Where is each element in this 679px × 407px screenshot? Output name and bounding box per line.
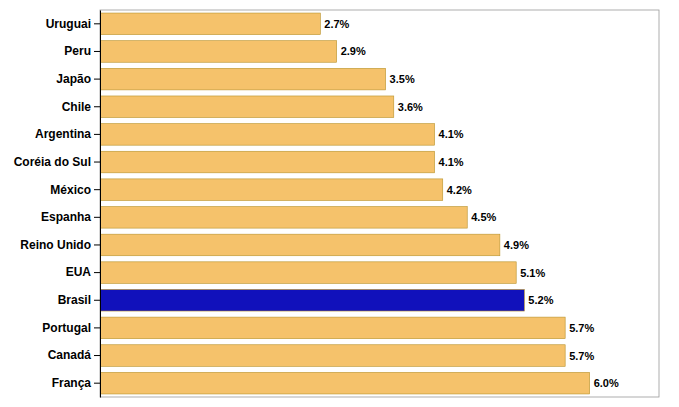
data-labels: 6.0% 5.7% 5.7% 5.2% 5.1% 4.9% 4.5% 4.2% 4.1% 4.1%… <box>324 18 619 389</box>
y-tick: Espanha <box>41 210 100 224</box>
y-tick-label: México <box>50 183 91 197</box>
y-tick-mark <box>94 162 100 163</box>
y-tick-label: Argentina <box>35 127 91 141</box>
y-tick-label: Chile <box>62 100 92 114</box>
y-tick: Chile <box>62 100 100 114</box>
y-tick: México <box>50 183 100 197</box>
y-tick-label: Coréia do Sul <box>14 155 91 169</box>
plot-frame <box>100 10 659 397</box>
y-tick: EUA <box>66 265 100 279</box>
y-tick: Japão <box>56 72 100 86</box>
y-tick-mark <box>94 79 100 80</box>
bar <box>100 345 565 367</box>
bar <box>100 68 386 90</box>
y-tick-mark <box>94 300 100 301</box>
y-tick: Portugal <box>42 321 100 335</box>
y-tick: Reino Unido <box>20 238 100 252</box>
y-tick-label: Espanha <box>41 210 91 224</box>
y-axis-line <box>100 11 101 398</box>
y-tick-mark <box>94 383 100 384</box>
y-tick-mark <box>94 51 100 52</box>
chart: França Canadá Portugal Brasil EUA Reino Unido… <box>0 0 679 407</box>
data-label: 6.0% <box>594 377 619 389</box>
bars <box>100 13 590 394</box>
data-label: 5.1% <box>520 267 545 279</box>
y-tick-label: Reino Unido <box>20 238 91 252</box>
y-tick-label: Uruguai <box>46 17 91 31</box>
bar <box>100 96 394 118</box>
y-tick-mark <box>94 244 100 245</box>
data-label: 4.9% <box>504 239 529 251</box>
data-label: 3.6% <box>398 101 423 113</box>
bar <box>100 207 467 229</box>
y-tick: Coréia do Sul <box>14 155 100 169</box>
y-tick: França <box>52 376 100 390</box>
y-tick-label: Japão <box>56 72 91 86</box>
bar <box>100 372 590 394</box>
y-tick-label: França <box>52 376 92 390</box>
y-tick: Brasil <box>58 293 100 307</box>
y-tick-mark <box>94 355 100 356</box>
data-label: 4.2% <box>447 184 472 196</box>
y-tick: Uruguai <box>46 17 100 31</box>
bar <box>100 234 500 256</box>
y-tick: Canadá <box>48 348 100 362</box>
y-tick-label: Canadá <box>48 348 92 362</box>
y-tick-mark <box>94 106 100 107</box>
y-tick-mark <box>94 272 100 273</box>
data-label: 2.9% <box>341 45 366 57</box>
y-tick-mark <box>94 217 100 218</box>
bar <box>100 124 435 146</box>
y-tick-mark <box>94 23 100 24</box>
data-label: 4.1% <box>439 128 464 140</box>
y-tick-mark <box>94 327 100 328</box>
y-tick-label: EUA <box>66 265 92 279</box>
data-label: 5.2% <box>528 294 553 306</box>
data-label: 5.7% <box>569 350 594 362</box>
bar <box>100 179 443 201</box>
bar <box>100 262 516 284</box>
y-tick-mark <box>94 189 100 190</box>
data-label: 4.5% <box>471 211 496 223</box>
data-label: 4.1% <box>439 156 464 168</box>
bar <box>100 151 435 173</box>
y-tick: Argentina <box>35 127 100 141</box>
y-tick-label: Peru <box>64 44 91 58</box>
y-tick: Peru <box>64 44 100 58</box>
y-tick-mark <box>94 134 100 135</box>
y-tick-label: Portugal <box>42 321 91 335</box>
y-axis: França Canadá Portugal Brasil EUA Reino Unido… <box>14 11 101 398</box>
bar <box>100 41 337 63</box>
data-label: 3.5% <box>390 73 415 85</box>
data-label: 5.7% <box>569 322 594 334</box>
bar <box>100 13 320 35</box>
bar <box>100 289 524 311</box>
data-label: 2.7% <box>324 18 349 30</box>
bar <box>100 317 565 339</box>
y-tick-label: Brasil <box>58 293 91 307</box>
